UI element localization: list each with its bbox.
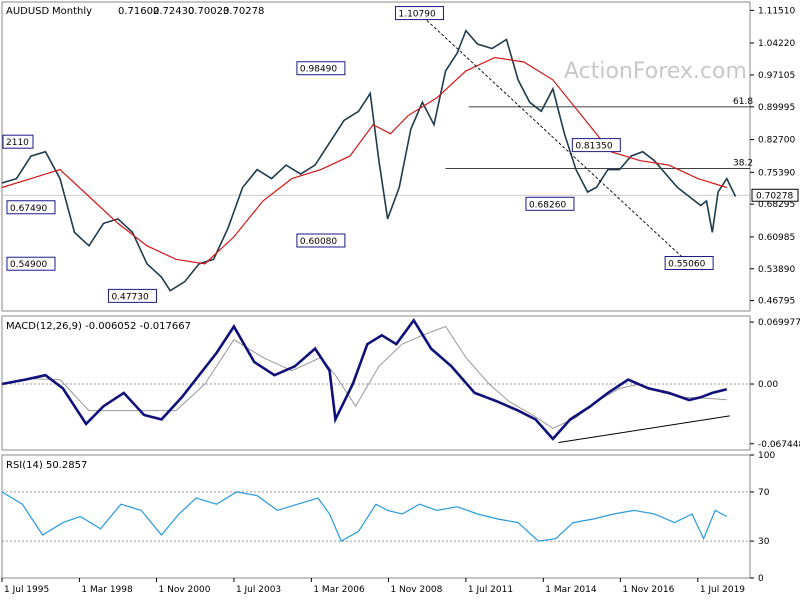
fib-level-label: 38.2 [733, 158, 753, 168]
price-annotation-label: 0.98490 [300, 65, 337, 75]
x-tick-label: 1 Jul 1995 [4, 585, 49, 595]
x-tick-label: 1 Jul 2019 [700, 585, 745, 595]
current-price-label: 0.70278 [756, 191, 793, 201]
main-panel-frame [1, 1, 751, 312]
price-tick-label: 0.46795 [758, 297, 795, 307]
price-series-line [1, 29, 737, 292]
price-annotation-box [296, 61, 346, 76]
main-panel: AUDUSD Monthly 0.71602 0.72430 0.70023 0… [1, 1, 799, 312]
chart-title-timeframe: Monthly [52, 6, 92, 17]
ohlc-open: 0.71602 [118, 6, 159, 17]
price-tick-label: 0.82700 [758, 136, 795, 146]
watermark: ActionForex.com [564, 59, 747, 84]
price-annotation-label: 0.60080 [300, 237, 337, 247]
rsi-tick-label: 0 [758, 574, 764, 584]
price-annotation-label: 0.67490 [10, 204, 47, 214]
ohlc-high: 0.72430 [153, 6, 194, 17]
price-tick-label: 0.68295 [758, 200, 795, 210]
rsi-tick-label: 70 [758, 488, 770, 498]
price-tick-label: 0.97105 [758, 71, 795, 81]
x-tick-label: 1 Nov 2016 [622, 585, 674, 595]
rsi-tick-label: 30 [758, 537, 770, 547]
price-annotation-box [394, 6, 444, 21]
price-annotation-box [571, 138, 621, 153]
x-tick-label: 1 Nov 2008 [390, 585, 442, 595]
x-tick-label: 1 Mar 2006 [313, 585, 365, 595]
macd-tick-label: 0.00 [758, 380, 778, 390]
macd-tick-label: -0.067448 [758, 440, 800, 450]
price-annotation-box [664, 256, 714, 271]
x-axis-ticks: 1 Jul 1995 1 Mar 1998 1 Nov 2000 1 Jul 2003… [1, 578, 745, 595]
x-tick-label: 1 Jul 2003 [236, 585, 281, 595]
rsi-axis-ticks: 100 70 30 0 [2, 451, 775, 584]
rsi-tick-label: 100 [758, 451, 775, 461]
ohlc-close: 0.70278 [223, 6, 264, 17]
rsi-panel: RSI(14) 50.2857 100 70 30 0 [1, 451, 775, 584]
price-annotation-label: 0.68260 [529, 200, 566, 210]
price-annotation-box [107, 288, 157, 303]
price-annotation-label: 1.10790 [398, 10, 435, 20]
price-tick-label: 0.53890 [758, 265, 795, 275]
fib-level-label: 61.8 [733, 97, 753, 107]
x-tick-label: 1 Jul 2011 [468, 585, 513, 595]
price-annotation-box [296, 233, 346, 248]
price-tick-label: 0.60985 [758, 233, 795, 243]
macd-tick-label: 0.069977 [758, 318, 800, 328]
macd-panel: MACD(12,26,9) -0.006052 -0.017667 0.0699… [1, 315, 800, 451]
macd-label: MACD(12,26,9) -0.006052 -0.017667 [6, 321, 191, 332]
x-tick-label: 1 Mar 2014 [545, 585, 597, 595]
price-tick-label: 0.89995 [758, 103, 795, 113]
fib-lines: 61.8 38.2 [445, 97, 753, 169]
ohlc-low: 0.70023 [188, 6, 229, 17]
downtrend-dashed-line [419, 13, 690, 264]
chart-title-symbol: AUDUSD [6, 6, 50, 17]
macd-line [1, 317, 728, 441]
price-annotation-label: 0.47730 [111, 292, 148, 302]
price-annotation-box [6, 256, 56, 271]
macd-trendline [558, 415, 730, 443]
price-tick-label: 0.75390 [758, 168, 795, 178]
price-annotation-label: 0.81350 [575, 142, 612, 152]
current-price-box [751, 188, 799, 202]
price-annotation-box [2, 134, 34, 149]
price-annotation-label: 2110 [6, 138, 29, 148]
macd-signal-line [1, 325, 727, 429]
x-tick-label: 1 Mar 1998 [81, 585, 133, 595]
rsi-label: RSI(14) 50.2857 [6, 460, 87, 471]
price-annotation-box [6, 200, 56, 215]
price-tick-label: 1.04220 [758, 39, 795, 49]
macd-axis-ticks: 0.069977 0.00 -0.067448 [2, 318, 800, 450]
price-axis-ticks: 1.11510 1.04220 0.97105 0.89995 0.82700 0.753… [750, 6, 795, 307]
price-tick-label: 1.11510 [758, 6, 795, 16]
price-annotations: 1.10790 0.98490 0.81350 0.68260 0.60080 0.550… [2, 6, 714, 303]
rsi-panel-frame [1, 454, 751, 579]
price-annotation-label: 0.54900 [10, 260, 47, 270]
price-annotation-label: 0.55060 [668, 260, 705, 270]
rsi-line [1, 491, 728, 542]
x-tick-label: 1 Nov 2000 [159, 585, 211, 595]
price-annotation-box [525, 196, 575, 211]
